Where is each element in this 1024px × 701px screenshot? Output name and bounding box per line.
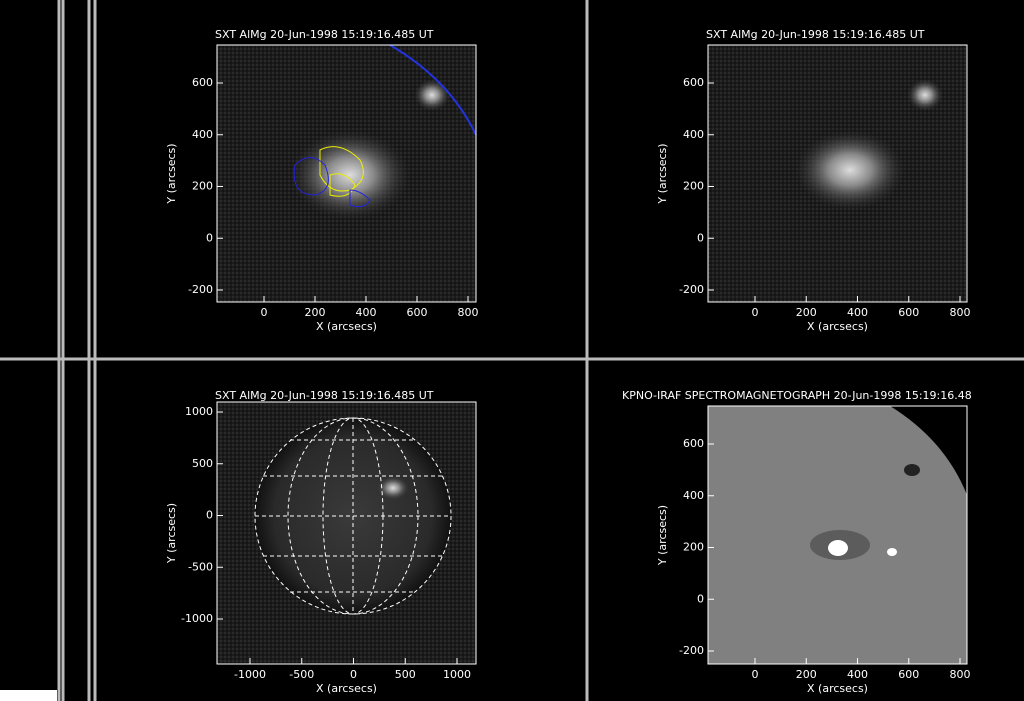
- x-axis-label: X (arcsecs): [316, 320, 377, 333]
- panel-title: KPNO-IRAF SPECTROMAGNETOGRAPH 20-Jun-199…: [622, 389, 972, 402]
- plot-frame: [707, 405, 968, 665]
- x-tick-label: 800: [950, 306, 971, 319]
- y-tick-label: 200: [192, 180, 213, 193]
- y-axis-label: Y (arcsecs): [656, 505, 669, 566]
- y-axis-label: Y (arcsecs): [165, 503, 178, 564]
- x-axis-label: X (arcsecs): [316, 682, 377, 695]
- corner: [0, 690, 57, 701]
- y-tick-label: 500: [192, 457, 213, 470]
- y-tick-label: -500: [188, 560, 213, 573]
- image-3: [217, 402, 476, 664]
- x-tick-label: 600: [898, 668, 919, 681]
- y-tick-label: -200: [188, 283, 213, 296]
- plot-frame: [216, 401, 477, 665]
- x-tick-label: 400: [847, 306, 868, 319]
- x-tick-label: -1000: [234, 668, 266, 681]
- x-tick-label: 400: [847, 668, 868, 681]
- y-axis-label: Y (arcsecs): [656, 143, 669, 204]
- y-tick-label: 0: [697, 592, 704, 605]
- panel-title: SXT AlMg 20-Jun-1998 15:19:16.485 UT: [215, 389, 434, 402]
- x-tick-label: 0: [752, 668, 759, 681]
- y-tick-label: 600: [192, 76, 213, 89]
- y-axis-label: Y (arcsecs): [165, 143, 178, 204]
- y-tick-label: 600: [683, 76, 704, 89]
- x-tick-label: 0: [752, 306, 759, 319]
- image-4: [708, 406, 967, 664]
- x-tick-label: 200: [796, 668, 817, 681]
- x-tick-label: 400: [356, 306, 377, 319]
- y-tick-label: 600: [683, 437, 704, 450]
- plot-frame: [216, 44, 477, 303]
- y-tick-label: 0: [697, 231, 704, 244]
- panel-title: SXT AlMg 20-Jun-1998 15:19:16.485 UT: [215, 28, 434, 41]
- y-tick-label: -200: [679, 283, 704, 296]
- x-tick-label: -500: [289, 668, 314, 681]
- plot-frame: [707, 44, 968, 303]
- y-tick-label: 400: [683, 489, 704, 502]
- y-tick-label: 400: [192, 128, 213, 141]
- y-tick-label: -200: [679, 644, 704, 657]
- x-tick-label: 200: [305, 306, 326, 319]
- y-tick-label: 400: [683, 128, 704, 141]
- y-tick-label: 1000: [185, 405, 213, 418]
- x-tick-label: 800: [950, 668, 971, 681]
- image-1: [217, 44, 477, 302]
- x-tick-label: 600: [898, 306, 919, 319]
- x-tick-label: 800: [458, 306, 479, 319]
- x-axis-label: X (arcsecs): [807, 320, 868, 333]
- panel-title: SXT AlMg 20-Jun-1998 15:19:16.485 UT: [706, 28, 925, 41]
- x-tick-label: 0: [350, 668, 357, 681]
- image-2: [708, 45, 967, 302]
- x-tick-label: 600: [407, 306, 428, 319]
- y-tick-label: 0: [206, 231, 213, 244]
- y-tick-label: 200: [683, 180, 704, 193]
- y-tick-label: -1000: [181, 612, 213, 625]
- x-tick-label: 500: [395, 668, 416, 681]
- x-tick-label: 0: [261, 306, 268, 319]
- x-axis-label: X (arcsecs): [807, 682, 868, 695]
- x-tick-label: 200: [796, 306, 817, 319]
- y-tick-label: 200: [683, 541, 704, 554]
- x-tick-label: 1000: [443, 668, 471, 681]
- y-tick-label: 0: [206, 509, 213, 522]
